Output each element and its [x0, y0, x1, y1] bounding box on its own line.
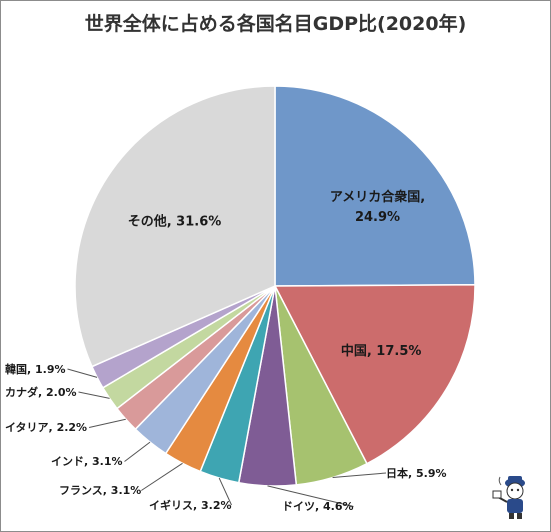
data-label-4: イギリス, 3.2% [149, 498, 232, 512]
pie-slice-0 [275, 86, 475, 286]
data-label-8: カナダ, 2.0% [5, 385, 77, 399]
leader-line-9 [68, 369, 98, 377]
data-label-0-name: アメリカ合衆国, [330, 189, 425, 205]
data-label-5: フランス, 3.1% [59, 484, 141, 497]
data-label-0-value: 24.9% [355, 210, 400, 225]
leader-line-7 [89, 419, 126, 427]
data-label-1: 中国, 17.5% [341, 343, 422, 359]
data-label-10: その他, 31.6% [128, 213, 222, 229]
data-label-9: 韓国, 1.9% [5, 362, 66, 376]
mascot-character-icon [491, 471, 535, 521]
leader-line-6 [125, 442, 151, 461]
data-label-3: ドイツ, 4.6% [282, 500, 354, 513]
data-label-7: イタリア, 2.2% [5, 421, 87, 434]
data-label-6: インド, 3.1% [51, 455, 123, 468]
leader-line-8 [79, 392, 110, 398]
data-label-2: 日本, 5.9% [386, 466, 447, 480]
leader-line-5 [141, 463, 182, 490]
